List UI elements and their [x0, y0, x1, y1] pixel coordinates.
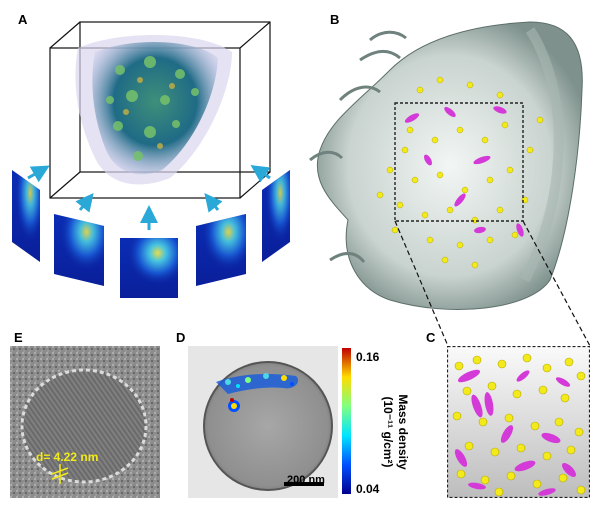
scale-bar [284, 482, 324, 486]
lattice-spacing-label: d= 4.22 nm [36, 450, 99, 464]
density-hotspots [216, 373, 299, 412]
lattice-spacing-marker [51, 464, 69, 484]
colorbar-title: Mass density (10⁻¹¹ g/cm²) [380, 357, 410, 507]
panel-d-mass-density-map [188, 346, 338, 498]
zoom-region-box [394, 102, 524, 222]
projection-arrows [27, 165, 271, 230]
panel-b-cell-segmentation [309, 21, 583, 311]
zoom-organelles-magenta [454, 369, 576, 496]
colorbar-max-label: 0.16 [356, 350, 380, 364]
organelles-magenta [404, 106, 524, 237]
panel-a-label: A [18, 12, 28, 27]
panel-d-label: D [176, 330, 186, 345]
projection-image-2 [54, 214, 104, 286]
panel-b-label: B [330, 12, 340, 27]
panel-a-tomography-reconstruction [12, 21, 290, 298]
nanoparticle-lattice [20, 368, 148, 484]
scale-bar-label-d: 200 nm [287, 474, 325, 486]
panel-e-label: E [14, 330, 23, 345]
colorbar-title-line2: (10⁻¹¹ g/cm²) [381, 396, 395, 468]
projection-image-5 [262, 170, 290, 262]
projection-image-3 [120, 238, 178, 298]
reconstructed-cell-volume [75, 34, 232, 185]
zoom-nanoparticles-yellow [452, 353, 586, 497]
projection-image-1 [12, 170, 40, 262]
colorbar-title-line1: Mass density [396, 394, 410, 470]
colorbar-min-label: 0.04 [356, 482, 380, 496]
panel-e-tem-image [10, 346, 160, 498]
cell-outline [203, 361, 333, 491]
nanoparticles-yellow [376, 76, 544, 269]
panel-c-zoomed-region [447, 346, 590, 498]
panel-c-label: C [426, 330, 436, 345]
mass-density-colorbar [342, 348, 351, 494]
projection-image-4 [196, 214, 246, 286]
